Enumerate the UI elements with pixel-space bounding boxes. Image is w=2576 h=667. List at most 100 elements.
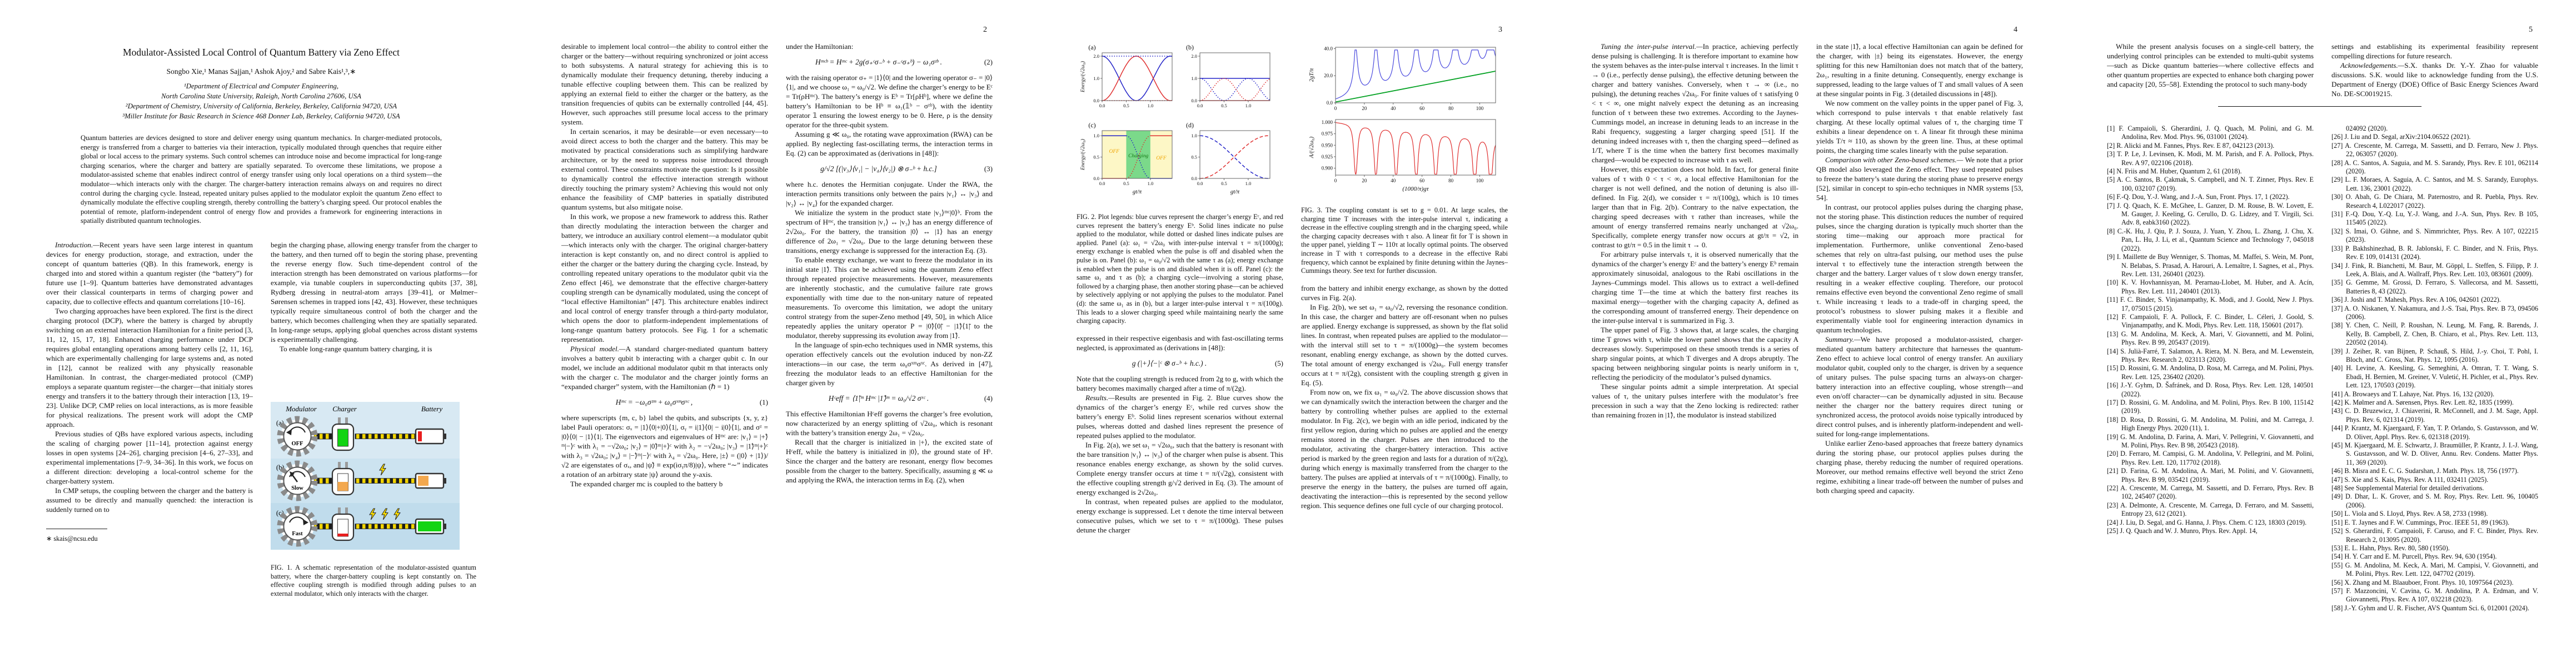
- reference-item: [48] See Supplemental Material for detai…: [2331, 484, 2484, 492]
- battery-icon: [415, 472, 446, 489]
- page-number: 5: [2529, 26, 2533, 34]
- svg-text:0: 0: [1334, 178, 1337, 183]
- figure-1-caption: FIG. 1. A schematic representation of th…: [271, 564, 476, 598]
- page-1: Modulator-Assisted Local Control of Quan…: [0, 0, 515, 667]
- figure-1-image: Modulator Charger Battery (a) OFF: [271, 402, 460, 550]
- p2-column-left: desirable to implement local control—the…: [561, 42, 768, 636]
- paragraph: where h.c. denotes the Hermitian conjuga…: [786, 180, 993, 207]
- svg-text:A/(√2ω₀): A/(√2ω₀): [1308, 136, 1315, 158]
- reference-item: [33] P. Bakhshinezhad, B. R. Jablonski, …: [2331, 244, 2538, 261]
- svg-text:0.0: 0.0: [1093, 98, 1099, 103]
- page-number: 4: [2014, 26, 2017, 34]
- reference-item: [1] F. Campaioli, S. Gherardini, J. Q. Q…: [2107, 125, 2314, 141]
- svg-text:60: 60: [1419, 106, 1425, 111]
- paragraph: In Fig. 2(a), we set ω₁ = √2ω₀, such tha…: [1077, 440, 1283, 496]
- svg-text:OFF: OFF: [1109, 149, 1119, 155]
- figure-3-image: 40.020.00.00 20 40 60 80 1002gT/π1.0000.9750.…: [1308, 46, 1496, 192]
- reference-item: [54] H. Y. Carr and E. M. Purcell, Phys.…: [2331, 552, 2497, 561]
- reference-item: [55] G. M. Andolina, M. Keck, A. Mari, M…: [2331, 561, 2538, 578]
- svg-text:60: 60: [1419, 178, 1425, 183]
- bibliography-rule: [2218, 106, 2421, 107]
- paragraph: In contrast, when repeated pulses are ap…: [1077, 497, 1283, 534]
- equation: Hᵐᶜᵇ = Hᵐᶜ + 2g(σ₊ᶜσ₋ᵇ + σ₋ᶜσ₊ᵇ) − ω₁σᶻᵇ…: [815, 58, 993, 66]
- cable: [355, 434, 416, 439]
- reference-item: [31] F.-Q. Dou, Y.-Q. Lu, Y.-J. Wang, an…: [2331, 210, 2538, 227]
- reference-item: [36] J. Joshi and T. Mahesh, Phys. Rev. …: [2331, 296, 2501, 304]
- reference-item: [51] E. T. Jaynes and F. W. Cummings, Pr…: [2331, 518, 2510, 526]
- svg-text:20.0: 20.0: [1324, 73, 1333, 78]
- figure-2-caption: FIG. 2. Plot legends: blue curves repres…: [1077, 213, 1283, 325]
- paragraph: Note that the coupling strength is reduc…: [1077, 374, 1283, 392]
- paragraph: The expanded charger mc is coupled to th…: [570, 480, 723, 488]
- fig1-row-slow: (b) Slow: [276, 460, 446, 501]
- svg-text:0.0: 0.0: [1191, 176, 1197, 181]
- figure-1-schematic: Modulator Charger Battery (a) OFF: [271, 402, 477, 552]
- svg-text:1.0: 1.0: [1148, 103, 1154, 108]
- lightning-icon: [393, 508, 401, 520]
- reference-item: [56] X. Zhang and M. Blaauboer, Front. P…: [2331, 578, 2514, 586]
- reference-item: [38] Y. Chen, C. Neill, P. Roushan, N. L…: [2331, 321, 2538, 347]
- reference-item: [19] G. M. Andolina, D. Farina, A. Mari,…: [2107, 432, 2314, 450]
- reference-item: [37] A. O. Niskanen, Y. Nakamura, and J.…: [2331, 304, 2538, 321]
- page-4: 4 Tuning the inter-pulse interval.—In pr…: [1546, 0, 2061, 667]
- svg-text:100: 100: [1476, 178, 1484, 183]
- p2-column-right: under the Hamiltonian: Hᵐᶜᵇ = Hᵐᶜ + 2g(σ₊…: [786, 42, 993, 636]
- paper-title: Modulator-Assisted Local Control of Quan…: [123, 47, 400, 58]
- reference-item: [43] C. D. Bruzewicz, J. Chiaverini, R. …: [2331, 407, 2538, 424]
- svg-text:(d): (d): [1186, 121, 1194, 129]
- reference-item: [15] D. Rossini, G. M. Andolina, D. Rosa…: [2107, 364, 2314, 381]
- svg-text:100: 100: [1476, 106, 1484, 111]
- reference-item: [23] A. Delmonte, A. Crescente, M. Carre…: [2107, 501, 2314, 518]
- reference-item: [14] S. Julià-Farré, T. Salamon, A. Rier…: [2107, 347, 2314, 364]
- p1-column-left: Introduction.—Recent years have seen lar…: [46, 240, 253, 634]
- reference-item: [11] F. C. Binder, S. Vinjanampathy, K. …: [2107, 296, 2314, 312]
- lightning-icon: [379, 464, 386, 476]
- cable: [355, 478, 416, 484]
- paragraph: The upper panel of Fig. 3 shows that, at…: [1592, 326, 1798, 381]
- paragraph: In CMP setups, the coupling between the …: [46, 486, 253, 514]
- p3-column-left: 2.0 1.0 0.0 0.0 0.5 1.0 (a) Energy/(√2ω₀) 2.0 1.0…: [1077, 42, 1283, 636]
- paragraph: Tuning the inter-pulse interval.—In prac…: [1592, 42, 1798, 164]
- svg-text:Energy/(√2ω₀): Energy/(√2ω₀): [1080, 139, 1086, 171]
- paragraph: under the Hamiltonian:: [786, 42, 854, 51]
- cable: [355, 524, 416, 529]
- paragraph: We initialize the system in the product …: [786, 208, 993, 255]
- svg-text:Charging: Charging: [1128, 153, 1148, 159]
- reference-item: [25] J. Q. Quach and W. J. Munro, Phys. …: [2107, 527, 2258, 535]
- reference-item: [28] A. C. Santos, A. Saguia, and M. S. …: [2331, 158, 2538, 176]
- paragraph: In contrast, our protocol applies pulses…: [1816, 203, 2023, 334]
- svg-text:20: 20: [1362, 106, 1367, 111]
- reference-item: [32] S. Imai, O. Gühne, and S. Nimmricht…: [2331, 227, 2538, 244]
- references-right: 024092 (2020). [26] J. Liu and D. Segal, …: [2331, 125, 2538, 636]
- reference-item: [50] L. Viola and S. Lloyd, Phys. Rev. A…: [2331, 510, 2488, 518]
- battery-icon: [415, 428, 446, 445]
- reference-item: [7] J. Q. Quach, K. E. McGhee, L. Ganzer…: [2107, 201, 2314, 227]
- affiliation-3: ³Miller Institute for Basic Research in …: [122, 112, 400, 120]
- paragraph: Two charging approaches have been explor…: [46, 307, 253, 429]
- svg-text:Slow: Slow: [291, 485, 303, 491]
- paragraph: from the battery and inhibit energy exch…: [1301, 283, 1508, 302]
- paragraph: Recall that the charger is initialized i…: [786, 438, 993, 484]
- svg-text:40: 40: [1391, 178, 1396, 183]
- gear-icon: OFF: [277, 416, 318, 457]
- reference-item: [49] D. Dhar, L. K. Grover, and S. M. Ro…: [2331, 492, 2538, 509]
- page-number: 2: [983, 26, 987, 34]
- paper-authors: Songbo Xie,¹ Manas Sajjan,¹ Ashok Ajoy,²…: [166, 67, 356, 76]
- fig1-label-modulator: Modulator: [285, 405, 317, 413]
- p4-column-right: in the state |1̃⟩, a local effective Ham…: [1816, 42, 2023, 636]
- svg-text:1.0: 1.0: [1191, 76, 1197, 81]
- page-2: 2 desirable to implement local control—t…: [515, 0, 1030, 667]
- references-left: [1] F. Campaioli, S. Gherardini, J. Q. Q…: [2107, 125, 2314, 636]
- paragraph: where superscripts {m, c, b} label the q…: [561, 414, 768, 479]
- charger-icon: [331, 507, 355, 541]
- paragraph: begin the charging phase, allowing energ…: [271, 241, 477, 344]
- gear-icon: Slow: [277, 460, 318, 501]
- reference-item: [21] D. Farina, G. M. Andolina, A. Mari,…: [2107, 467, 2314, 484]
- paragraph: These singular points admit a simple int…: [1592, 382, 1798, 419]
- reference-item: [5] A. C. Santos, B. Çakmak, S. Campbell…: [2107, 176, 2314, 192]
- equation: Hᶜeff = ⟨1̃|ᵐ Hᵐᶜ |1̃⟩ᵐ = ω₀/√2 σˣᶜ . (4): [828, 394, 993, 402]
- paragraph: However, this expectation does not hold.…: [1592, 165, 1798, 249]
- svg-text:(a): (a): [1088, 43, 1095, 51]
- paragraph: desirable to implement local control—the…: [561, 42, 768, 126]
